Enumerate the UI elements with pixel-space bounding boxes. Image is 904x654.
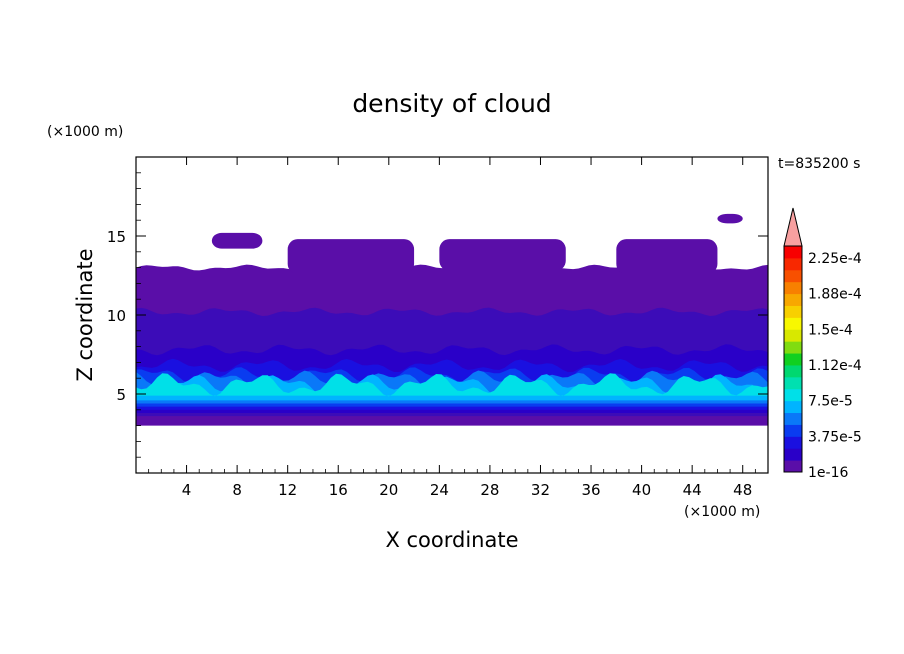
colorbar-frame (783, 245, 803, 473)
cloud-patch-0 (211, 232, 263, 249)
cloud-patch-2 (439, 239, 566, 271)
colorbar-swatch (784, 257, 802, 271)
y-axis-ticks: 5 10 15 (107, 172, 768, 458)
x-tick-label: 40 (632, 481, 651, 499)
colorbar-swatch (784, 317, 802, 330)
colorbar-swatch (784, 281, 802, 295)
x-unit-label: (×1000 m) (684, 504, 760, 520)
cloud-patch-1 (287, 239, 415, 274)
colorbar-swatch (784, 305, 802, 318)
colorbar-label: 1.5e-4 (808, 322, 853, 338)
colorbar: 1e-16 3.75e-5 7.5e-5 1.12e-4 1.5e-4 1.88e-4 2.… (783, 207, 862, 481)
chart-title: density of cloud (352, 89, 551, 118)
colorbar-swatch (784, 400, 802, 414)
x-tick-label: 48 (733, 481, 752, 499)
colorbar-label: 1.88e-4 (808, 287, 862, 303)
colorbar-arrow (783, 207, 803, 247)
colorbar-label: 3.75e-5 (808, 429, 862, 445)
colorbar-label: 7.5e-5 (808, 394, 853, 410)
contour-fill (136, 213, 768, 426)
x-tick-label: 36 (581, 481, 600, 499)
cloud-patch-4 (717, 213, 743, 224)
x-tick-label: 16 (329, 481, 348, 499)
x-tick-label: 12 (278, 481, 297, 499)
x-tick-label: 20 (379, 481, 398, 499)
y-tick-label: 15 (107, 228, 126, 246)
colorbar-swatch (784, 269, 802, 283)
colorbar-swatch (784, 412, 802, 425)
colorbar-swatch (784, 341, 802, 354)
time-label: t=835200 s (778, 156, 860, 172)
y-tick-label: 5 (116, 386, 126, 404)
colorbar-swatch (784, 353, 802, 366)
colorbar-label: 1e-16 (808, 465, 848, 481)
colorbar-swatch (784, 329, 802, 342)
cloud-patch-3 (616, 239, 718, 274)
y-unit-label: (×1000 m) (47, 124, 123, 140)
x-axis-label: X coordinate (385, 528, 518, 552)
colorbar-swatch (784, 388, 802, 402)
x-tick-label: 8 (232, 481, 242, 499)
colorbar-label: 2.25e-4 (808, 251, 862, 267)
y-axis-label: Z coordinate (73, 248, 97, 381)
colorbar-swatch (784, 448, 802, 461)
y-tick-label: 10 (107, 307, 126, 325)
x-tick-label: 44 (683, 481, 702, 499)
colorbar-swatch (784, 460, 802, 473)
x-tick-label: 4 (182, 481, 192, 499)
colorbar-swatch (784, 293, 802, 306)
x-tick-label: 32 (531, 481, 550, 499)
colorbar-swatch (784, 376, 802, 390)
contour-band-7 (136, 373, 768, 397)
colorbar-label: 1.12e-4 (808, 358, 862, 374)
colorbar-swatch (784, 424, 802, 437)
x-axis-ticks: 4 8 12 16 20 24 28 32 36 40 44 48 (148, 157, 756, 499)
x-tick-label: 28 (480, 481, 499, 499)
colorbar-swatch (784, 246, 802, 259)
colorbar-swatch (784, 364, 802, 378)
x-tick-label: 24 (430, 481, 449, 499)
colorbar-swatch (784, 436, 802, 449)
